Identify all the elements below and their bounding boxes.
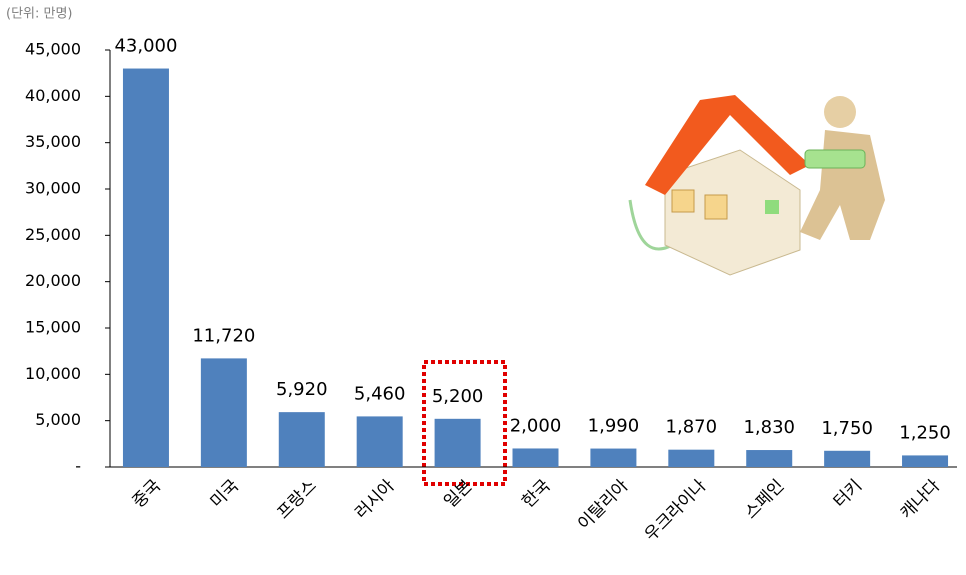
x-tick-label: 캐나다: [897, 476, 945, 524]
x-tick-label: 프랑스: [274, 476, 321, 523]
value-label: 5,920: [276, 379, 328, 400]
x-tick-label: 러시아: [351, 476, 399, 524]
y-tick-label: 10,000: [25, 364, 81, 383]
value-label: 1,830: [743, 417, 795, 438]
figure-body: [800, 130, 885, 240]
value-label: 2,000: [510, 415, 562, 436]
value-label: 43,000: [114, 36, 177, 57]
y-tick-label: 45,000: [25, 40, 81, 59]
x-tick-label: 이탈리아: [574, 476, 633, 535]
y-tick-label: 35,000: [25, 132, 81, 151]
value-label: 5,200: [432, 386, 484, 407]
bar: [668, 450, 714, 467]
window: [705, 195, 727, 219]
bar: [902, 455, 948, 467]
bar: [123, 69, 169, 467]
x-tick-label: 스페인: [741, 476, 788, 523]
chart: (단위: 만명) - 5,000 10,000 15,000 20,000 25,000 3…: [0, 0, 966, 575]
x-tick-label: 우크라이나: [641, 476, 711, 546]
y-tick-label: -: [75, 457, 81, 476]
x-tick-label: 일본: [440, 476, 476, 512]
x-tick-label: 터키: [830, 476, 866, 512]
bar: [201, 358, 247, 467]
socket: [765, 200, 779, 214]
y-tick-label: 20,000: [25, 271, 81, 290]
y-tick-label: 5,000: [35, 410, 81, 429]
bar: [824, 451, 870, 467]
y-tick-label: 30,000: [25, 179, 81, 198]
window: [672, 190, 694, 212]
value-label: 11,720: [192, 325, 255, 346]
bar: [435, 419, 481, 467]
bar: [357, 416, 403, 467]
value-label: 1,870: [666, 417, 718, 438]
value-label: 5,460: [354, 383, 406, 404]
bar: [279, 412, 325, 467]
y-tick-label: 40,000: [25, 86, 81, 105]
bar: [590, 449, 636, 467]
page: (단위: 만명) - 5,000 10,000 15,000 20,000 25,000 3…: [0, 0, 966, 575]
house-illustration: [630, 95, 885, 275]
value-label: 1,990: [588, 416, 640, 437]
y-tick-label: 25,000: [25, 225, 81, 244]
x-tick-label: 한국: [518, 476, 554, 512]
y-tick-label: 15,000: [25, 318, 81, 337]
value-label: 1,250: [899, 422, 951, 443]
bar: [513, 448, 559, 467]
x-tick-label: 미국: [207, 476, 243, 512]
bar: [746, 450, 792, 467]
unit-label: (단위: 만명): [6, 7, 73, 22]
plug: [805, 150, 865, 168]
value-label: 1,750: [821, 418, 873, 439]
figure-head: [824, 96, 856, 128]
x-tick-label: 중국: [129, 476, 165, 512]
